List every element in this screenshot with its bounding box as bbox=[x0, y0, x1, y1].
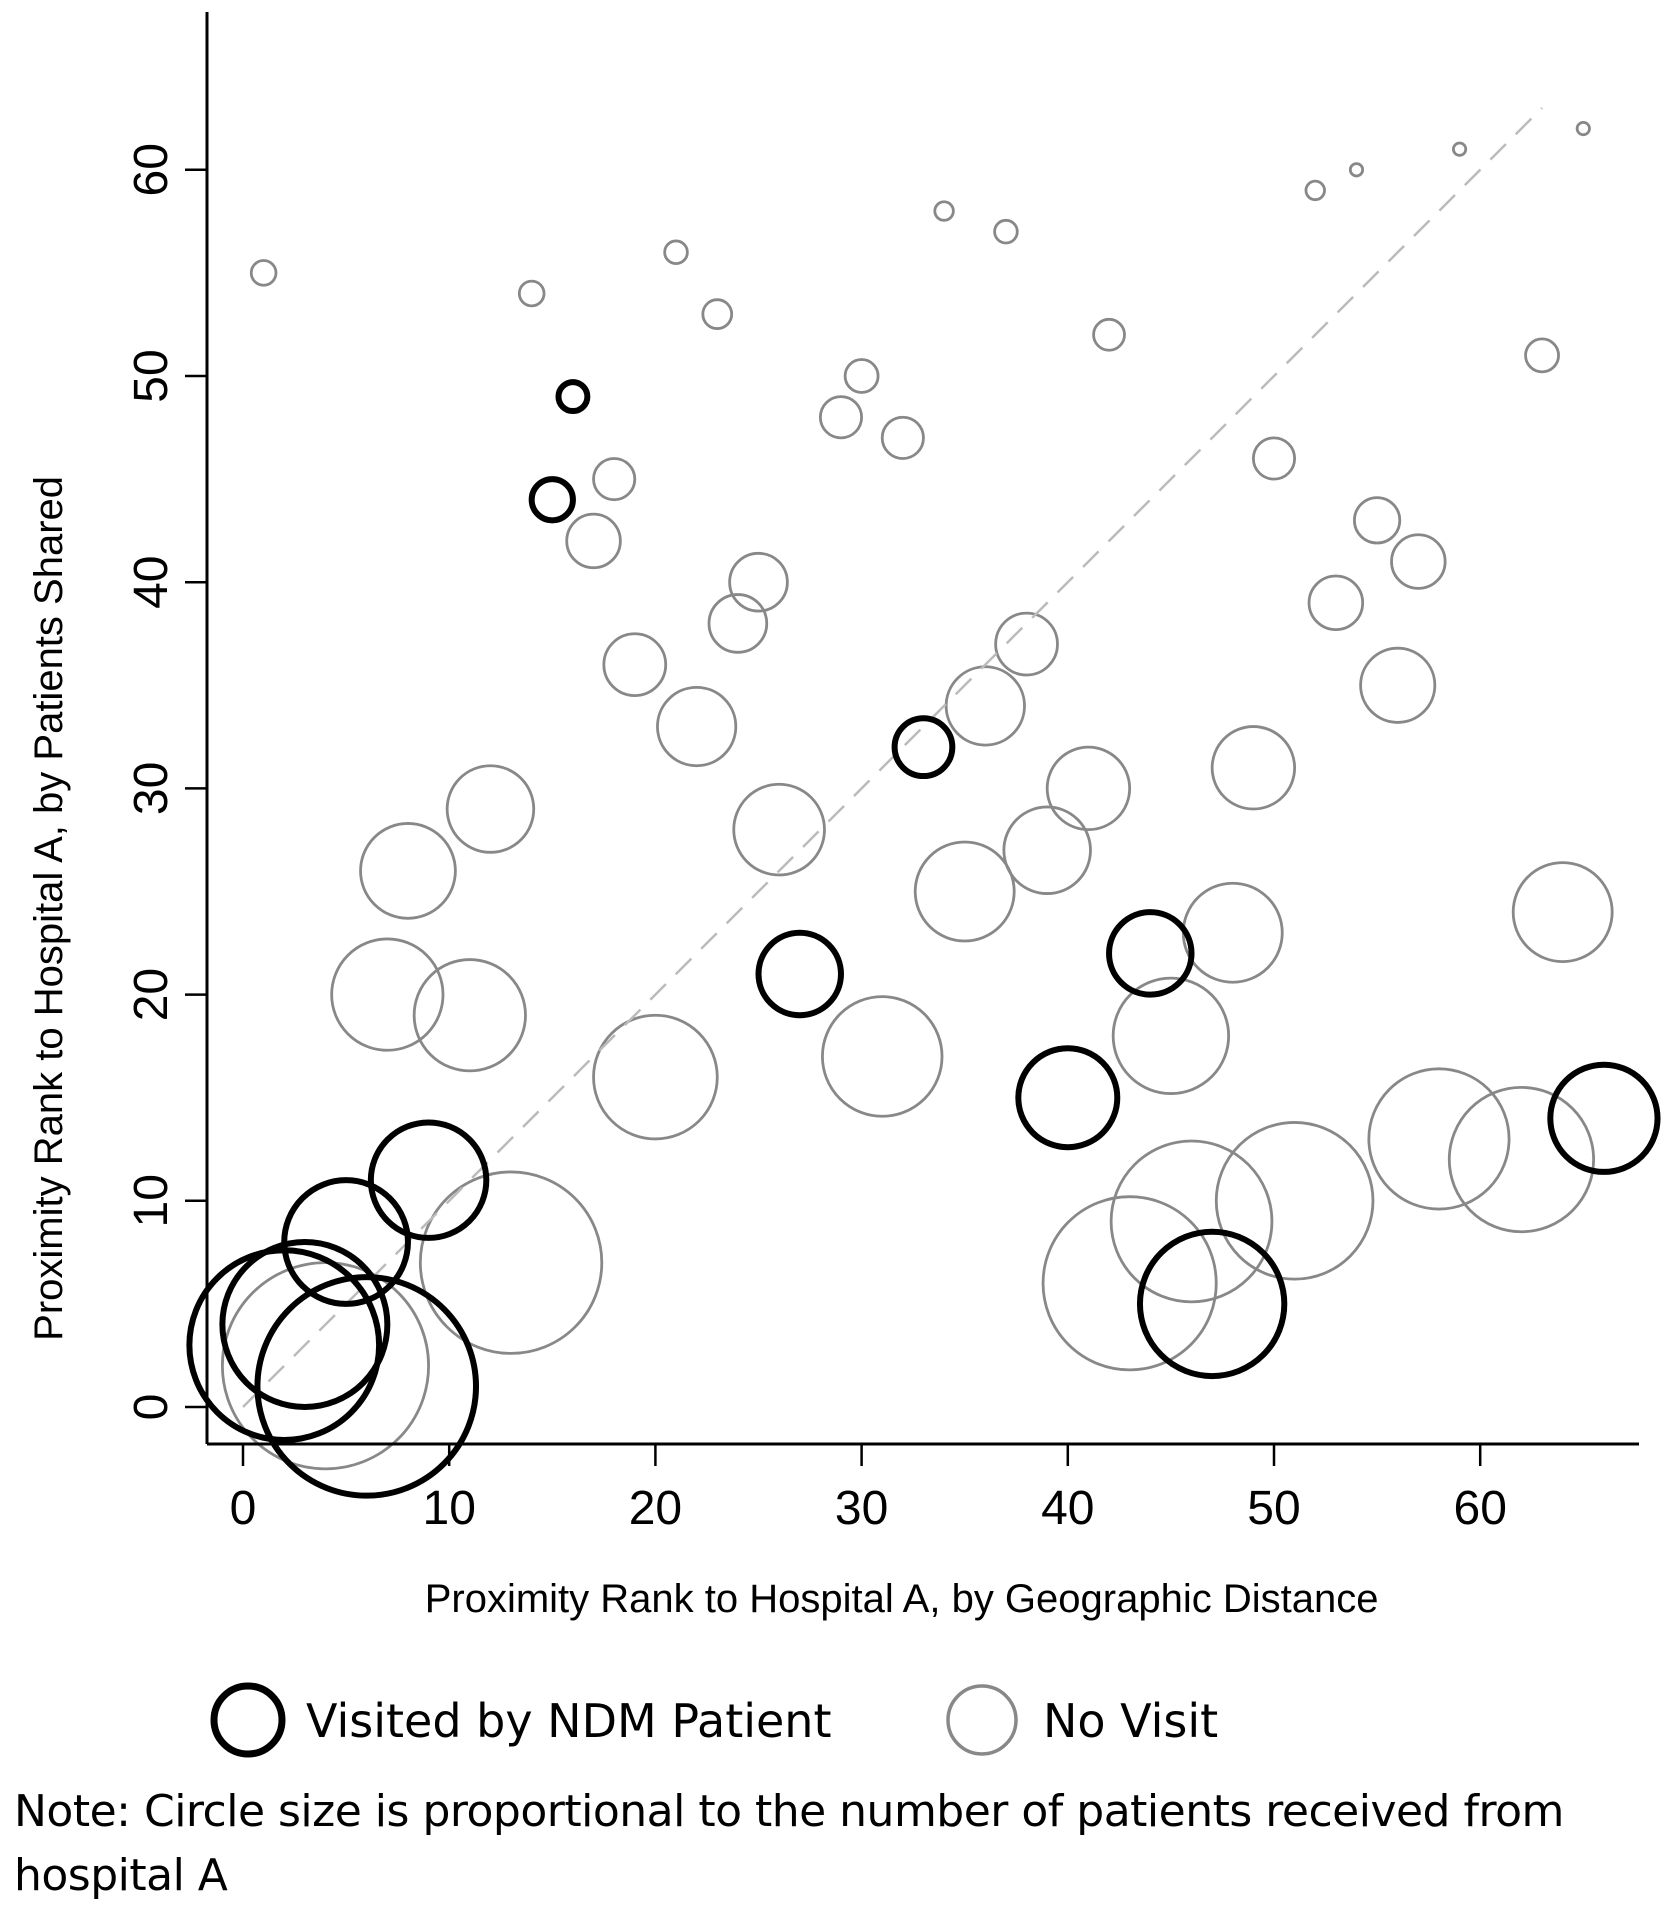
data-point bbox=[445, 764, 536, 854]
y-tick-label: 0 bbox=[125, 1394, 178, 1421]
data-point bbox=[1136, 1228, 1288, 1380]
data-point bbox=[933, 200, 955, 222]
figure-note: Note: Circle size is proportional to the… bbox=[14, 1786, 1564, 1901]
scatter-chart: 0 10 20 30 40 50 60 0 10 20 30 40 50 60 Proximity Ra… bbox=[27, 12, 1661, 1758]
data-point bbox=[1511, 861, 1614, 964]
data-point bbox=[359, 822, 457, 920]
data-point bbox=[1210, 725, 1297, 811]
data-point bbox=[1390, 533, 1447, 590]
no-visit-series bbox=[220, 120, 1614, 1471]
legend-no-visit-symbol bbox=[946, 1684, 1018, 1756]
x-tick-label: 30 bbox=[835, 1482, 888, 1535]
data-point bbox=[891, 715, 956, 780]
y-tick-label: 10 bbox=[125, 1174, 178, 1227]
data-point bbox=[1002, 805, 1092, 895]
data-point bbox=[1359, 646, 1437, 724]
data-point bbox=[330, 937, 445, 1052]
data-point bbox=[732, 782, 826, 877]
data-point bbox=[1447, 1085, 1596, 1234]
data-point bbox=[880, 415, 925, 460]
data-point bbox=[994, 611, 1059, 677]
data-point bbox=[728, 551, 789, 613]
data-point bbox=[1451, 141, 1468, 157]
x-axis-ticks: 0 10 20 30 40 50 60 bbox=[230, 1444, 1507, 1535]
x-axis-title: Proximity Rank to Hospital A, by Geograp… bbox=[425, 1577, 1379, 1621]
x-tick-label: 60 bbox=[1454, 1482, 1507, 1535]
data-point bbox=[1304, 179, 1326, 202]
data-point bbox=[1109, 1139, 1274, 1304]
data-point bbox=[1353, 496, 1402, 545]
data-point bbox=[1214, 1121, 1375, 1281]
data-point bbox=[1307, 574, 1365, 632]
data-point bbox=[592, 457, 637, 502]
legend-no-visit-label: No Visit bbox=[1043, 1694, 1218, 1748]
data-point bbox=[656, 685, 738, 768]
x-tick-label: 40 bbox=[1041, 1482, 1094, 1535]
data-point bbox=[418, 1170, 604, 1355]
data-point bbox=[1524, 337, 1560, 374]
data-point bbox=[1041, 1195, 1218, 1372]
data-point bbox=[1367, 1067, 1511, 1211]
data-point bbox=[367, 1119, 490, 1241]
y-tick-label: 50 bbox=[125, 349, 178, 402]
legend-visited-symbol bbox=[210, 1682, 286, 1758]
x-tick-label: 10 bbox=[423, 1482, 476, 1535]
visited-series bbox=[186, 379, 1661, 1499]
legend: Visited by NDM Patient No Visit bbox=[210, 1682, 1218, 1758]
data-point bbox=[1575, 120, 1591, 137]
data-point bbox=[219, 1239, 391, 1411]
x-tick-label: 20 bbox=[629, 1482, 682, 1535]
data-point bbox=[818, 395, 863, 440]
diagonal-reference-line bbox=[242, 107, 1543, 1408]
data-point bbox=[602, 632, 668, 698]
data-point bbox=[517, 279, 546, 308]
data-point bbox=[707, 593, 769, 654]
data-point bbox=[913, 840, 1016, 943]
data-point bbox=[592, 1013, 719, 1141]
data-point bbox=[1106, 909, 1195, 998]
y-tick-label: 30 bbox=[125, 762, 178, 815]
data-point bbox=[755, 929, 844, 1019]
x-tick-label: 50 bbox=[1247, 1482, 1300, 1535]
y-tick-label: 40 bbox=[125, 556, 178, 609]
data-point bbox=[1092, 317, 1126, 352]
data-point bbox=[1111, 976, 1231, 1095]
data-point bbox=[186, 1247, 383, 1443]
y-axis-title: Proximity Rank to Hospital A, by Patient… bbox=[27, 476, 71, 1341]
legend-visited-label: Visited by NDM Patient bbox=[306, 1694, 832, 1748]
data-point bbox=[1348, 162, 1365, 178]
data-point bbox=[843, 358, 880, 394]
data-point bbox=[1015, 1045, 1121, 1151]
data-point bbox=[528, 476, 576, 524]
y-axis-ticks: 0 10 20 30 40 50 60 bbox=[125, 143, 207, 1420]
data-point bbox=[565, 512, 622, 570]
x-tick-label: 0 bbox=[230, 1482, 257, 1535]
data-point bbox=[663, 239, 689, 266]
data-point bbox=[1181, 881, 1284, 984]
y-tick-label: 60 bbox=[125, 143, 178, 196]
y-tick-label: 20 bbox=[125, 968, 178, 1021]
data-point bbox=[993, 218, 1019, 245]
data-point bbox=[821, 995, 944, 1118]
data-point bbox=[1547, 1061, 1661, 1175]
data-point bbox=[412, 958, 527, 1073]
data-point bbox=[944, 665, 1026, 747]
data-point bbox=[555, 379, 591, 415]
data-point bbox=[254, 1274, 480, 1499]
data-point bbox=[249, 259, 278, 287]
data-point bbox=[701, 298, 734, 330]
data-point bbox=[1251, 436, 1297, 481]
data-point bbox=[1045, 745, 1132, 832]
